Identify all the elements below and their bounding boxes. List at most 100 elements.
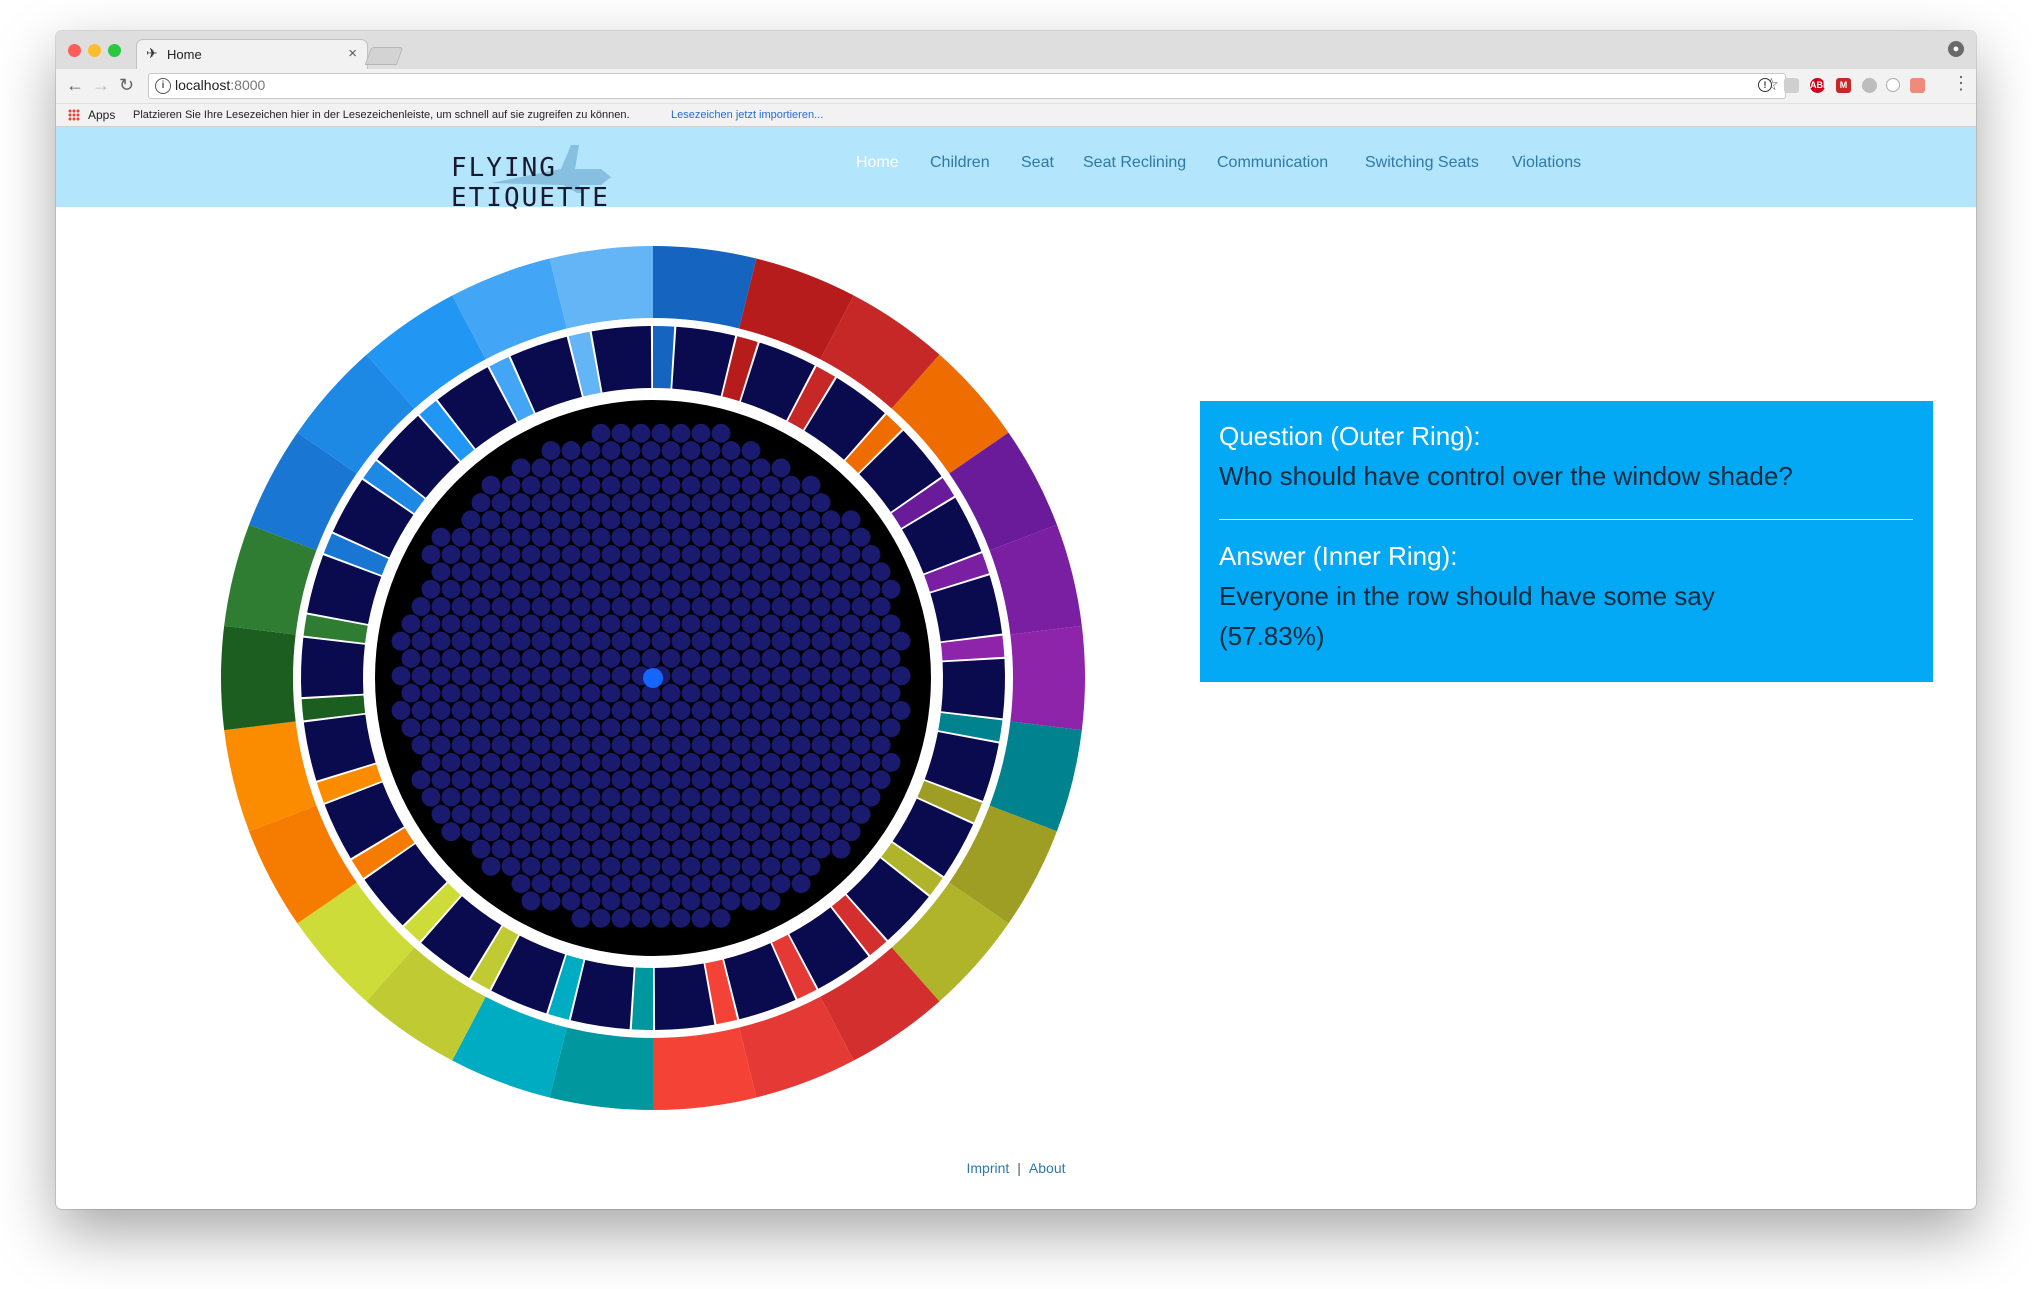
respondent-dot[interactable] [661,545,681,565]
respondent-dot[interactable] [851,770,871,790]
respondent-dot[interactable] [861,579,881,599]
respondent-dot[interactable] [541,441,561,461]
apps-label[interactable]: Apps [88,108,116,122]
respondent-dot[interactable] [641,787,661,807]
inner-ring-segment[interactable] [437,367,517,449]
respondent-dot[interactable] [711,770,731,790]
respondent-dot[interactable] [631,562,651,582]
respondent-dot[interactable] [751,735,771,755]
respondent-dot[interactable] [471,562,491,582]
respondent-dot[interactable] [621,579,641,599]
respondent-dot[interactable] [661,441,681,461]
respondent-dot[interactable] [811,562,831,582]
respondent-dot[interactable] [531,874,551,894]
respondent-dot[interactable] [591,770,611,790]
respondent-dot[interactable] [741,475,761,495]
respondent-dot[interactable] [461,614,481,634]
respondent-dot[interactable] [731,874,751,894]
respondent-dot[interactable] [761,579,781,599]
respondent-dot[interactable] [741,718,761,738]
respondent-dot[interactable] [741,683,761,703]
inner-ring-segment[interactable] [892,798,974,877]
respondent-dot[interactable] [481,510,501,530]
respondent-dot[interactable] [591,458,611,478]
respondent-dot[interactable] [441,752,461,772]
respondent-dot[interactable] [571,700,591,720]
respondent-dot[interactable] [431,770,451,790]
inner-ring-sliver[interactable] [653,326,675,389]
respondent-dot[interactable] [571,631,591,651]
respondent-dot[interactable] [511,735,531,755]
respondent-dot[interactable] [741,822,761,842]
respondent-dot[interactable] [801,614,821,634]
respondent-dot[interactable] [881,648,901,668]
respondent-dot[interactable] [841,718,861,738]
respondent-dot[interactable] [861,683,881,703]
respondent-dot[interactable] [501,718,521,738]
respondent-dot[interactable] [761,683,781,703]
respondent-dot[interactable] [581,510,601,530]
respondent-dot[interactable] [761,856,781,876]
respondent-dot[interactable] [651,493,671,513]
respondent-dot[interactable] [801,856,821,876]
respondent-dot[interactable] [491,666,511,686]
respondent-dot[interactable] [531,631,551,651]
respondent-dot[interactable] [491,562,511,582]
respondent-dot[interactable] [871,631,891,651]
respondent-dot[interactable] [681,614,701,634]
respondent-dot[interactable] [631,804,651,824]
respondent-dot[interactable] [531,597,551,617]
respondent-dot[interactable] [461,648,481,668]
respondent-dot[interactable] [661,822,681,842]
respondent-dot[interactable] [521,718,541,738]
respondent-dot[interactable] [771,562,791,582]
respondent-dot[interactable] [421,579,441,599]
respondent-dot[interactable] [791,874,811,894]
respondent-dot[interactable] [651,839,671,859]
respondent-dot[interactable] [651,423,671,443]
respondent-dot[interactable] [631,874,651,894]
respondent-dot[interactable] [601,718,621,738]
respondent-dot[interactable] [641,441,661,461]
respondent-dot[interactable] [511,458,531,478]
respondent-dot[interactable] [711,527,731,547]
import-bookmarks-link[interactable]: Lesezeichen jetzt importieren... [671,109,824,121]
respondent-dot[interactable] [451,666,471,686]
respondent-dot[interactable] [541,891,561,911]
respondent-dot[interactable] [751,597,771,617]
respondent-dot[interactable] [791,804,811,824]
inner-ring-sliver[interactable] [489,357,534,422]
respondent-dot[interactable] [671,700,691,720]
respondent-dot[interactable] [691,597,711,617]
respondent-dot[interactable] [521,579,541,599]
respondent-dot[interactable] [521,545,541,565]
respondent-dot[interactable] [431,527,451,547]
respondent-dot[interactable] [561,718,581,738]
respondent-dot[interactable] [421,787,441,807]
respondent-dot[interactable] [541,856,561,876]
respondent-dot[interactable] [491,804,511,824]
respondent-dot[interactable] [801,718,821,738]
respondent-dot[interactable] [841,614,861,634]
respondent-dot[interactable] [481,545,501,565]
inner-ring-sliver[interactable] [938,712,1003,742]
outer-ring-segment[interactable] [224,524,317,635]
respondent-dot[interactable] [611,562,631,582]
respondent-dot[interactable] [731,458,751,478]
respondent-dot[interactable] [641,683,661,703]
respondent-dot[interactable] [601,475,621,495]
respondent-dot[interactable] [771,700,791,720]
respondent-dot[interactable] [401,614,421,634]
respondent-dot[interactable] [541,614,561,634]
outer-ring-segment[interactable] [820,947,940,1061]
respondent-dot[interactable] [791,527,811,547]
respondent-dot[interactable] [651,597,671,617]
respondent-dot[interactable] [801,475,821,495]
respondent-dot[interactable] [711,458,731,478]
respondent-dot[interactable] [701,891,721,911]
respondent-dot[interactable] [551,700,571,720]
respondent-dot[interactable] [491,631,511,651]
respondent-dot[interactable] [511,700,531,720]
respondent-dot[interactable] [541,579,561,599]
respondent-dot[interactable] [711,839,731,859]
